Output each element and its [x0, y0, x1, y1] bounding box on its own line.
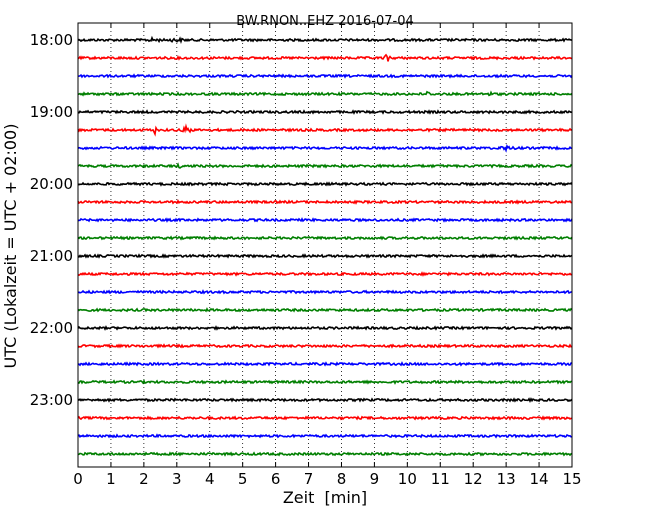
- x-tick-label: 9: [370, 470, 380, 488]
- trace-2130: [77, 289, 573, 295]
- y-tick-label: 19:00: [30, 103, 73, 121]
- trace-1900: [77, 109, 573, 115]
- y-tick-label: 18:00: [30, 31, 73, 49]
- trace-1845: [77, 90, 573, 97]
- x-tick-label: 0: [73, 470, 83, 488]
- y-axis-label: UTC (Lokalzeit = UTC + 02:00): [1, 124, 20, 369]
- axis-ticks: [77, 23, 573, 467]
- trace-2145: [77, 307, 573, 313]
- trace-1800: [77, 35, 573, 44]
- trace-2300: [77, 397, 573, 403]
- x-axis-label: Zeit [min]: [283, 488, 367, 507]
- trace-2000: [77, 181, 573, 187]
- trace-1930: [77, 144, 573, 153]
- x-tick-label: 12: [464, 470, 483, 488]
- trace-1945: [77, 162, 573, 169]
- x-tick-label: 4: [205, 470, 215, 488]
- y-tick-labels: 18:00 19:00 20:00 21:00 22:00 23:00: [30, 31, 73, 409]
- trace-2215: [77, 343, 573, 349]
- x-tick-label: 11: [431, 470, 450, 488]
- trace-1830: [77, 73, 573, 79]
- x-tick-label: 13: [497, 470, 516, 488]
- trace-2100: [77, 253, 573, 259]
- trace-2015: [77, 199, 573, 205]
- x-tick-label: 10: [398, 470, 417, 488]
- plot-frame: [77, 22, 573, 468]
- seismic-traces: [77, 35, 573, 457]
- trace-2115: [77, 271, 573, 277]
- y-tick-label: 20:00: [30, 175, 73, 193]
- x-tick-label: 14: [530, 470, 549, 488]
- x-tick-label: 1: [106, 470, 116, 488]
- trace-2200: [77, 325, 573, 331]
- x-tick-label: 7: [304, 470, 314, 488]
- y-tick-label: 22:00: [30, 319, 73, 337]
- trace-2030: [77, 217, 573, 223]
- trace-2045: [77, 235, 573, 241]
- trace-2315: [77, 415, 573, 421]
- chart-title: BW.RNON..EHZ 2016-07-04: [236, 14, 414, 29]
- x-tick-label: 2: [139, 470, 149, 488]
- trace-2345: [77, 451, 573, 457]
- x-tick-label: 8: [337, 470, 347, 488]
- trace-2330: [77, 433, 573, 439]
- trace-1915: [77, 123, 573, 137]
- trace-2245: [77, 379, 573, 385]
- x-tick-label: 15: [562, 470, 581, 488]
- trace-2230: [77, 361, 573, 367]
- x-tick-label: 6: [271, 470, 281, 488]
- trace-1815: [77, 53, 573, 62]
- x-tick-labels: 0 1 2 3 4 5 6 7 8 9 10 11 12 13 14 15: [73, 470, 581, 488]
- y-tick-label: 21:00: [30, 247, 73, 265]
- y-tick-label: 23:00: [30, 391, 73, 409]
- x-tick-label: 5: [238, 470, 248, 488]
- x-tick-label: 3: [172, 470, 182, 488]
